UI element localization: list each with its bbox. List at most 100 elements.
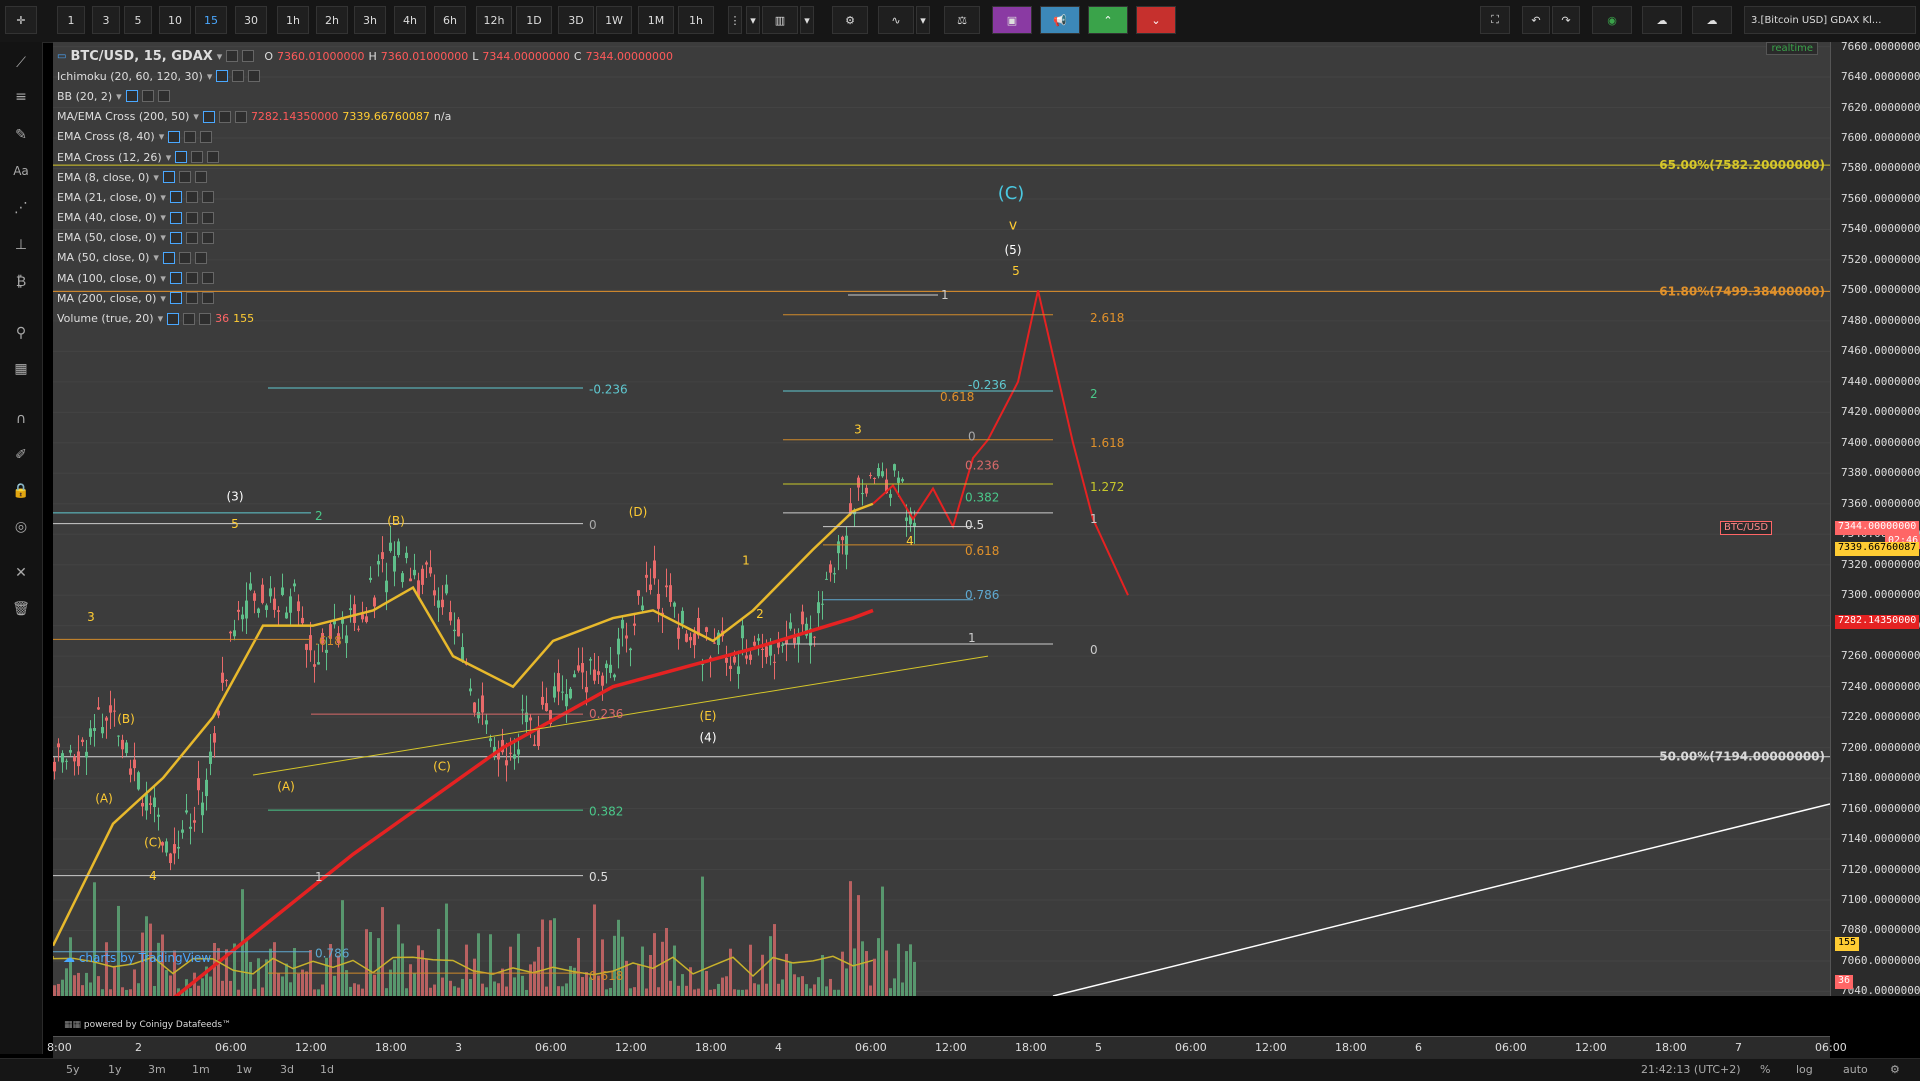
indicator-name[interactable]: EMA (50, close, 0) (57, 231, 157, 245)
price-axis[interactable]: 7660.00000000 7640.00000000 7620.00000000 7… (1830, 40, 1920, 997)
indicator-legend-row[interactable]: EMA Cross (8, 40) ▾ (57, 127, 673, 147)
interval-button-3D[interactable]: 3D (558, 6, 594, 34)
interval-button-1W[interactable]: 1W (596, 6, 632, 34)
line-tool-icon[interactable]: ⟋ (16, 55, 26, 71)
interval-button-3h[interactable]: 3h (354, 6, 386, 34)
interval-button-1h[interactable]: 1h (678, 6, 714, 34)
legend-settings-icon[interactable] (242, 50, 255, 63)
indicator-settings-icon[interactable] (169, 191, 182, 204)
crosshair-icon[interactable]: ✛ (5, 6, 37, 34)
megaphone-icon[interactable]: 📢 (1040, 6, 1080, 34)
chevron-down-icon[interactable]: ▾ (160, 190, 166, 204)
compare-scale-icon[interactable]: ⚖ (944, 6, 980, 34)
indicator-name[interactable]: EMA Cross (8, 40) (57, 130, 155, 144)
interval-button-6h[interactable]: 6h (434, 6, 466, 34)
indicator-eye-icon[interactable] (178, 171, 191, 184)
chevron-down-icon[interactable]: ▾ (206, 69, 213, 83)
indicator-name[interactable]: MA/EMA Cross (200, 50) (57, 110, 190, 124)
indicator-name[interactable]: EMA (8, close, 0) (57, 170, 150, 184)
symbol-title[interactable]: BTC/USD, 15, GDAX (70, 48, 213, 64)
horizontal-lines-icon[interactable]: ≡ (15, 89, 27, 105)
indicator-legend-row[interactable]: Ichimoku (20, 60, 120, 30) ▾ (57, 66, 673, 86)
indicator-name[interactable]: EMA (21, close, 0) (57, 190, 157, 204)
chevron-down-icon[interactable]: ▾ (116, 89, 122, 103)
more-intervals-icon[interactable]: ⋮ (728, 6, 742, 34)
indicator-eye-icon[interactable] (191, 151, 204, 164)
zoom-icon[interactable]: ⚲ (15, 325, 27, 341)
indicator-close-icon[interactable] (194, 251, 207, 264)
undo-icon[interactable]: ↶ (1522, 6, 1550, 34)
indicator-close-icon[interactable] (199, 312, 212, 325)
settings-gear-icon[interactable]: ⚙ (832, 6, 868, 34)
interval-button-2h[interactable]: 2h (316, 6, 348, 34)
measure-icon[interactable]: ⊥ (14, 237, 28, 253)
indicator-legend-row[interactable]: EMA Cross (12, 26) ▾ (57, 147, 673, 167)
sell-arrow-icon[interactable]: ⌄ (1136, 6, 1176, 34)
indicator-close-icon[interactable] (200, 130, 213, 143)
indicator-eye-icon[interactable] (185, 292, 198, 305)
indicator-name[interactable]: EMA (40, close, 0) (57, 211, 157, 225)
fullscreen-icon[interactable]: ⛶ (1480, 6, 1510, 34)
layout-name[interactable]: 3.[Bitcoin USD] GDAX Kl... (1744, 6, 1916, 34)
indicator-settings-icon[interactable] (216, 70, 229, 83)
indicator-close-icon[interactable] (194, 171, 207, 184)
chevron-down-icon[interactable]: ▾ (160, 271, 166, 285)
cloud-upload-icon[interactable]: ☁ (1692, 6, 1732, 34)
indicator-close-icon[interactable] (201, 272, 214, 285)
indicator-legend-row[interactable]: MA/EMA Cross (200, 50) ▾ 7282.14350000 7339… (57, 107, 673, 127)
indicator-eye-icon[interactable] (185, 191, 198, 204)
settings-gear-icon[interactable]: ⚙ (1890, 1063, 1900, 1076)
indicator-legend-row[interactable]: MA (50, close, 0) ▾ (57, 248, 673, 268)
eye-icon[interactable]: ◎ (14, 519, 28, 535)
text-tool-icon[interactable]: Aa (13, 164, 29, 178)
indicator-close-icon[interactable] (207, 151, 220, 164)
indicator-settings-icon[interactable] (162, 171, 175, 184)
interval-button-1D[interactable]: 1D (516, 6, 552, 34)
interval-button-4h[interactable]: 4h (394, 6, 426, 34)
interval-button-10[interactable]: 10 (159, 6, 191, 34)
indicator-name[interactable]: MA (50, close, 0) (57, 251, 150, 265)
range-button-1m[interactable]: 1m (192, 1063, 210, 1076)
indicator-settings-icon[interactable] (169, 231, 182, 244)
chart-pane[interactable]: 65.00%(7582.20000000) 61.80%(7499.3840000… (53, 42, 1830, 996)
chevron-down-icon[interactable]: ▾ (158, 130, 165, 144)
indicator-close-icon[interactable] (248, 70, 261, 83)
range-button-3m[interactable]: 3m (148, 1063, 166, 1076)
indicator-close-icon[interactable] (201, 191, 214, 204)
interval-button-1[interactable]: 1 (57, 6, 85, 34)
indicator-eye-icon[interactable] (185, 211, 198, 224)
redo-icon[interactable]: ↷ (1552, 6, 1580, 34)
indicator-settings-icon[interactable] (169, 211, 182, 224)
chevron-down-icon[interactable]: ▾ (165, 150, 172, 164)
log-toggle[interactable]: log (1796, 1063, 1813, 1076)
indicator-eye-icon[interactable] (185, 231, 198, 244)
indicator-legend-row[interactable]: EMA (50, close, 0) ▾ (57, 228, 673, 248)
indicator-legend-row[interactable]: MA (100, close, 0) ▾ (57, 268, 673, 288)
indicator-name[interactable]: BB (20, 2) (57, 89, 113, 103)
indicator-name[interactable]: EMA Cross (12, 26) (57, 150, 162, 164)
legend-eye-icon[interactable] (226, 50, 239, 63)
auto-toggle[interactable]: auto (1843, 1063, 1868, 1076)
indicator-eye-icon[interactable] (141, 90, 154, 103)
indicator-legend-row[interactable]: BB (20, 2) ▾ (57, 86, 673, 106)
interval-button-15[interactable]: 15 (195, 6, 227, 34)
chevron-down-icon[interactable]: ▾ (153, 170, 159, 184)
chart-canvas[interactable]: 65.00%(7582.20000000) 61.80%(7499.3840000… (53, 42, 1830, 996)
indicator-legend-row[interactable]: MA (200, close, 0) ▾ (57, 288, 673, 308)
indicator-close-icon[interactable] (201, 292, 214, 305)
trash-icon[interactable]: 🗑 (12, 601, 30, 617)
indicator-legend-row[interactable]: Volume (true, 20) ▾ 36 155 (57, 308, 673, 328)
indicator-name[interactable]: Volume (true, 20) (57, 312, 154, 326)
indicator-settings-icon[interactable] (162, 251, 175, 264)
indicator-legend-row[interactable]: EMA (8, close, 0) ▾ (57, 167, 673, 187)
interval-button-3[interactable]: 3 (92, 6, 120, 34)
indicator-close-icon[interactable] (201, 231, 214, 244)
interval-button-30[interactable]: 30 (235, 6, 267, 34)
indicator-close-icon[interactable] (201, 211, 214, 224)
cloud-download-icon[interactable]: ☁ (1642, 6, 1682, 34)
candle-style-dropdown-icon[interactable]: ▾ (800, 6, 814, 34)
indicators-dropdown-icon[interactable]: ▾ (916, 6, 930, 34)
range-button-1w[interactable]: 1w (236, 1063, 252, 1076)
range-button-1d[interactable]: 1d (320, 1063, 334, 1076)
range-button-3d[interactable]: 3d (280, 1063, 294, 1076)
